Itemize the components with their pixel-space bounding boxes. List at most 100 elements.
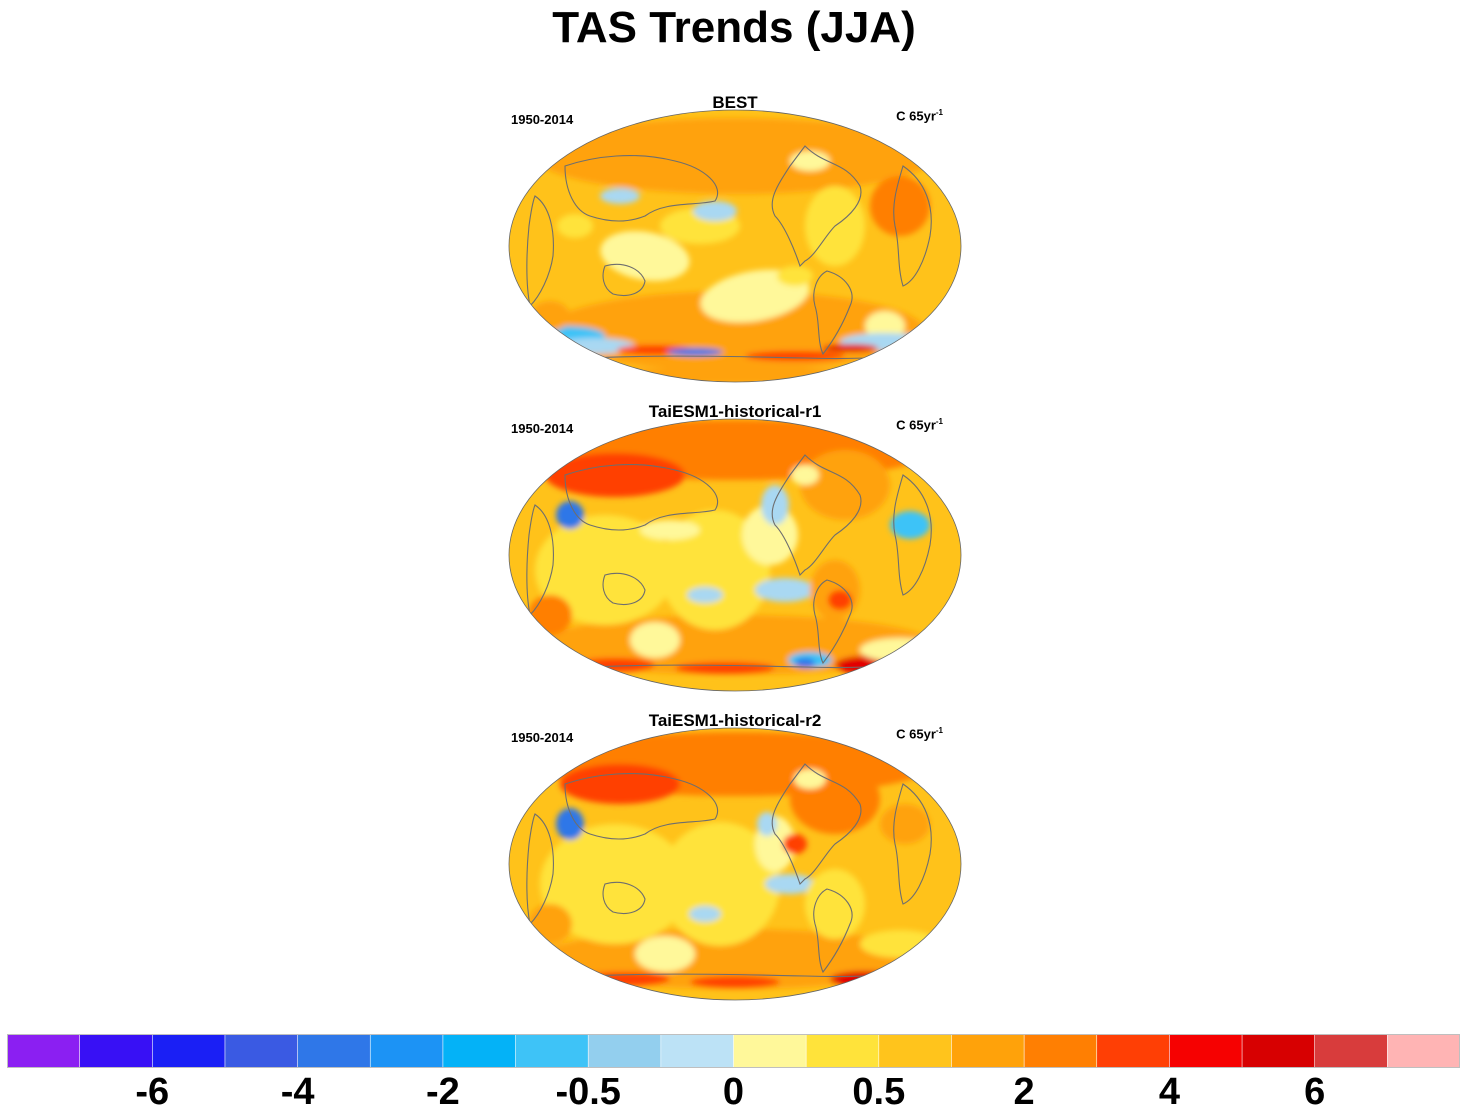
trend-patch bbox=[860, 638, 940, 662]
coastline bbox=[893, 474, 932, 596]
coastline bbox=[602, 881, 646, 915]
trend-patch bbox=[560, 764, 680, 804]
figure-title: TAS Trends (JJA) bbox=[552, 3, 916, 52]
colorbar-swatch bbox=[7, 1034, 81, 1068]
trend-patch bbox=[687, 587, 723, 603]
trend-patch bbox=[690, 976, 780, 988]
coastline bbox=[771, 454, 862, 577]
trend-patch bbox=[667, 348, 723, 356]
trend-patch bbox=[540, 824, 690, 944]
trend-patch bbox=[890, 511, 930, 539]
colorbar-swatch bbox=[442, 1034, 517, 1068]
colorbar-tick-label: 6 bbox=[1304, 1071, 1326, 1113]
colorbar-tick-label: 2 bbox=[1013, 1071, 1035, 1113]
coastline bbox=[813, 270, 853, 356]
trend-patch bbox=[795, 658, 815, 668]
trend-patch bbox=[535, 118, 935, 194]
period-label: 1950-2014 bbox=[511, 730, 574, 745]
units-label: C 65yr-1 bbox=[896, 108, 943, 124]
coastline bbox=[771, 145, 862, 268]
trend-patch bbox=[745, 351, 845, 361]
map-border bbox=[508, 727, 962, 1001]
coastline bbox=[893, 165, 932, 287]
colorbar-swatch bbox=[1387, 1034, 1460, 1068]
trend-map bbox=[508, 109, 962, 383]
colorbar-swatch bbox=[297, 1034, 372, 1068]
trend-patch bbox=[528, 595, 572, 635]
period-label: 1950-2014 bbox=[511, 112, 574, 127]
coastline bbox=[813, 888, 853, 974]
coastline bbox=[602, 572, 646, 606]
panel-title: TaiESM1-historical-r1 bbox=[648, 402, 822, 421]
trend-patch bbox=[828, 590, 852, 610]
trend-patch bbox=[835, 656, 895, 674]
trend-map bbox=[508, 727, 962, 1001]
colorbar-swatch bbox=[79, 1034, 154, 1068]
colorbar-swatch bbox=[224, 1034, 299, 1068]
colorbar-swatch bbox=[587, 1034, 662, 1068]
trend-patch bbox=[755, 578, 815, 602]
colorbar-swatch bbox=[1169, 1034, 1243, 1068]
colorbar-swatch bbox=[369, 1034, 444, 1068]
trend-patch bbox=[805, 869, 865, 939]
map-panel-best: BEST 1950-2014 C 65yr-1 bbox=[505, 94, 965, 394]
panel-title: TaiESM1-historical-r2 bbox=[648, 711, 822, 730]
colorbar-tick-label: 0 bbox=[722, 1071, 745, 1113]
trend-patch bbox=[693, 201, 737, 221]
map-border bbox=[508, 418, 962, 692]
trend-patch bbox=[545, 453, 685, 497]
coastline bbox=[771, 763, 862, 886]
period-label: 1950-2014 bbox=[511, 421, 574, 436]
trend-patch bbox=[640, 520, 700, 540]
trend-patch bbox=[675, 662, 775, 674]
colorbar-swatch bbox=[878, 1034, 953, 1068]
colorbar bbox=[7, 1034, 1460, 1068]
trend-patch bbox=[600, 188, 640, 204]
colorbar-swatch bbox=[1314, 1034, 1389, 1068]
trend-patch bbox=[630, 622, 680, 658]
trend-patch bbox=[777, 266, 813, 286]
colorbar-swatch bbox=[805, 1034, 880, 1068]
trend-patch bbox=[557, 214, 593, 238]
coastline bbox=[602, 263, 646, 297]
colorbar-swatch bbox=[1096, 1034, 1171, 1068]
colorbar-tick-label: -6 bbox=[135, 1071, 170, 1113]
coastline bbox=[564, 773, 718, 840]
trend-patch bbox=[800, 450, 890, 520]
trend-patch bbox=[790, 151, 830, 171]
trend-patch bbox=[530, 301, 570, 331]
units-label: C 65yr-1 bbox=[896, 726, 943, 742]
colorbar-tick-label: -4 bbox=[280, 1071, 315, 1113]
colorbar-swatch bbox=[1023, 1034, 1098, 1068]
trend-patch bbox=[757, 812, 777, 836]
coastline bbox=[564, 464, 718, 531]
trend-patch bbox=[898, 342, 942, 354]
map-panel-taiesm1-r1: TaiESM1-historical-r1 1950-2014 C 65yr-1 bbox=[505, 403, 965, 703]
trend-patch bbox=[783, 834, 807, 854]
colorbar-tick-label: -0.5 bbox=[555, 1071, 621, 1113]
trend-patch bbox=[635, 936, 695, 972]
colorbar-tick-label: 0.5 bbox=[852, 1071, 906, 1113]
trend-patch bbox=[600, 231, 690, 281]
panel-title: BEST bbox=[712, 93, 758, 112]
units-label: C 65yr-1 bbox=[896, 417, 943, 433]
trend-patch bbox=[535, 515, 675, 625]
trend-patch bbox=[822, 344, 878, 352]
coastline bbox=[813, 579, 853, 665]
trend-patch bbox=[765, 874, 815, 894]
colorbar-tick-label: -2 bbox=[425, 1071, 460, 1113]
colorbar-swatch bbox=[733, 1034, 807, 1068]
colorbar-swatch bbox=[515, 1034, 589, 1068]
colorbar-swatch bbox=[1241, 1034, 1316, 1068]
coastline bbox=[564, 155, 718, 222]
colorbar-tick-label: 4 bbox=[1158, 1071, 1180, 1113]
trend-patch bbox=[556, 808, 584, 840]
colorbar-swatch bbox=[951, 1034, 1025, 1068]
coastline bbox=[893, 783, 932, 905]
trend-patch bbox=[880, 804, 930, 844]
trend-patch bbox=[528, 904, 572, 944]
trend-patch bbox=[870, 176, 930, 236]
trend-patch bbox=[860, 930, 940, 958]
colorbar-swatch bbox=[660, 1034, 735, 1068]
colorbar-swatch bbox=[152, 1034, 226, 1068]
